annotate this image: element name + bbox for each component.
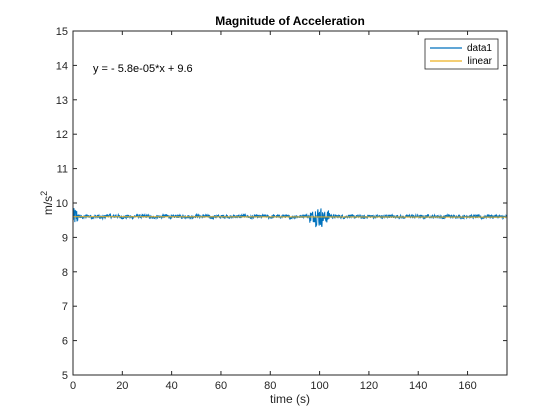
x-axis-ticks: 0 20 40 60 80 100 120 140 160 (70, 31, 477, 392)
chart-title: Magnitude of Acceleration (215, 14, 365, 28)
x-axis-label: time (s) (270, 392, 310, 406)
y-tick-label: 15 (56, 26, 68, 38)
legend-label-linear: linear (468, 56, 493, 67)
x-tick-label: 80 (264, 380, 276, 392)
y-axis-label: m/s2 (39, 191, 55, 215)
data-layer (72, 208, 508, 228)
y-tick-label: 10 (56, 198, 68, 210)
y-axis-label-unit: m/s (41, 196, 55, 215)
x-tick-label: 20 (116, 380, 128, 392)
y-tick-label: 6 (62, 336, 68, 348)
x-tick-label: 160 (458, 380, 476, 392)
x-tick-label: 120 (360, 380, 378, 392)
x-tick-label: 60 (215, 380, 227, 392)
x-tick-label: 0 (70, 380, 76, 392)
y-tick-label: 11 (57, 164, 68, 176)
x-tick-label: 100 (310, 380, 328, 392)
y-axis-ticks: 5 6 7 8 9 10 11 12 13 14 15 (56, 26, 507, 382)
y-tick-label: 7 (62, 301, 68, 313)
y-tick-label: 13 (56, 95, 68, 107)
x-tick-label: 140 (409, 380, 427, 392)
y-tick-label: 14 (56, 60, 68, 72)
legend-box (424, 38, 499, 70)
legend-label-data1: data1 (467, 43, 492, 54)
y-tick-label: 12 (56, 129, 68, 141)
y-tick-label: 8 (62, 267, 68, 279)
x-tick-label: 40 (166, 380, 178, 392)
y-axis-label-exponent: 2 (39, 191, 49, 196)
fit-equation-annotation: y = - 5.8e-05*x + 9.6 (93, 63, 193, 75)
plot-area (73, 31, 507, 375)
y-tick-label: 5 (62, 370, 68, 382)
y-tick-label: 9 (62, 232, 68, 244)
legend: data1 linear (424, 38, 499, 70)
series-data1-line (72, 208, 508, 228)
